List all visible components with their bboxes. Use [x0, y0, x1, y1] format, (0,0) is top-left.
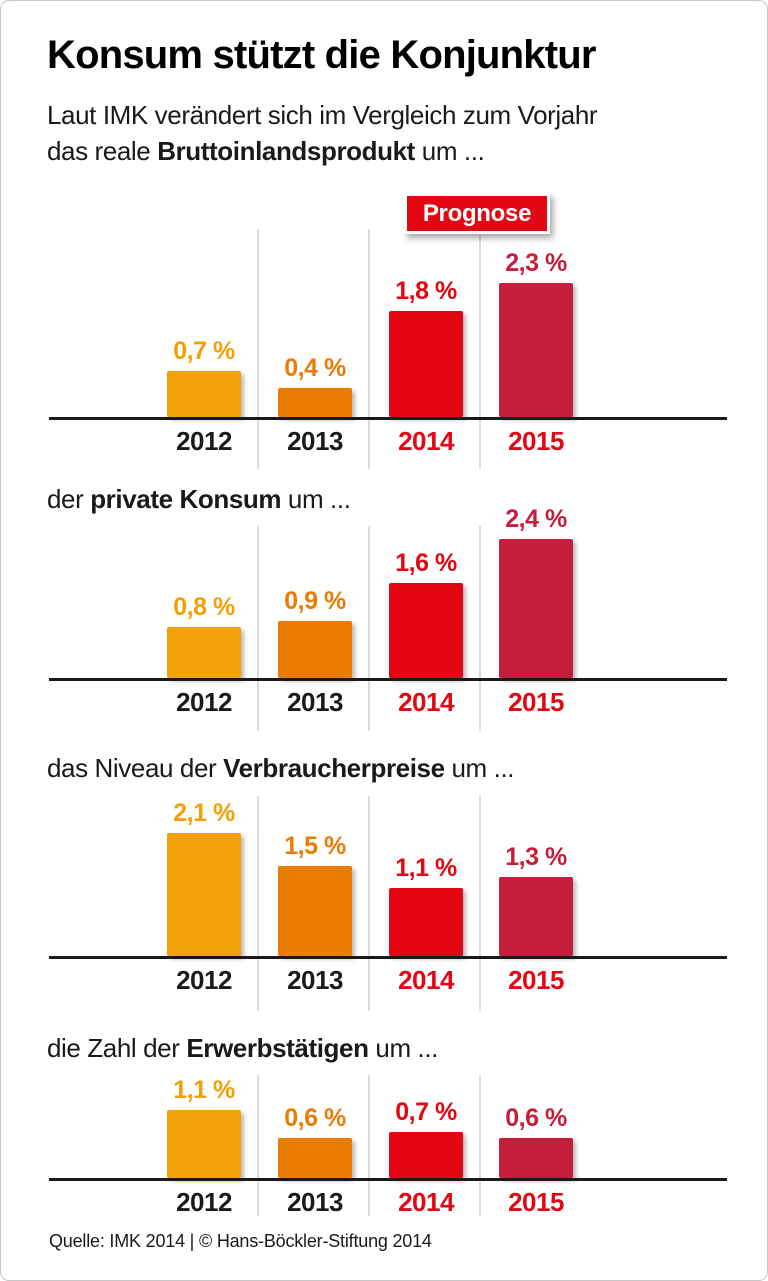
- chart-2-heading-prefix: der: [47, 484, 91, 514]
- chart-3-year-label-2012: 2012: [176, 965, 232, 995]
- chart-1-column-separator: [368, 229, 370, 469]
- chart-2-value-label-2012: 0,8 %: [173, 593, 235, 621]
- chart-4-heading-term: Erwerbstätigen: [186, 1033, 369, 1063]
- chart-2-heading-suffix: um ...: [281, 484, 351, 514]
- chart-3-value-label-2012: 2,1 %: [173, 799, 235, 827]
- chart-4-heading-prefix: die Zahl der: [47, 1033, 187, 1063]
- intro-text: Laut IMK verändert sich im Vergleich zum…: [47, 97, 598, 169]
- intro-line2: das reale Bruttoinlandsprodukt um ...: [47, 136, 485, 166]
- chart-3-year-label-2013: 2013: [287, 965, 343, 995]
- chart-2-year-label-2013: 2013: [287, 687, 343, 717]
- chart-1-bar-2014: [389, 311, 463, 417]
- chart-4-heading-suffix: um ...: [368, 1033, 438, 1063]
- chart-3-heading-prefix: das Niveau der: [47, 753, 224, 783]
- chart-3-column-separator: [257, 796, 259, 1011]
- chart-1-value-label-2015: 2,3 %: [505, 249, 567, 277]
- intro-line1: Laut IMK verändert sich im Vergleich zum…: [47, 100, 598, 130]
- chart-1-year-label-2013: 2013: [287, 426, 343, 456]
- chart-2-column-separator: [479, 526, 481, 731]
- chart-1-bar-2015: [499, 283, 573, 417]
- chart-4-year-label-2012: 2012: [176, 1187, 232, 1217]
- chart-2-bar-2015: [499, 539, 573, 678]
- chart-4-heading: die Zahl der Erwerbstätigen um ...: [47, 1033, 438, 1064]
- chart-3-heading: das Niveau der Verbraucherpreise um ...: [47, 753, 515, 784]
- chart-2-year-label-2014: 2014: [398, 687, 454, 717]
- chart-3-bar-2015: [499, 877, 573, 956]
- chart-2-value-label-2013: 0,9 %: [284, 587, 346, 615]
- intro-line2-term: Bruttoinlandsprodukt: [157, 136, 415, 166]
- chart-4-year-label-2015: 2015: [508, 1187, 564, 1217]
- chart-3-bar-2013: [278, 866, 352, 956]
- chart-1-year-label-2015: 2015: [508, 426, 564, 456]
- chart-1-column-separator: [479, 229, 481, 469]
- chart-2-value-label-2015: 2,4 %: [505, 505, 567, 533]
- chart-4-column-separator: [479, 1075, 481, 1216]
- chart-4-axis-line: [49, 1178, 727, 1181]
- chart-4-value-label-2012: 1,1 %: [173, 1076, 235, 1104]
- chart-3-heading-term: Verbraucherpreise: [223, 753, 445, 783]
- intro-line2-suffix: um ...: [414, 136, 485, 166]
- chart-1-bar-2012: [167, 371, 241, 417]
- page-title: Konsum stützt die Konjunktur: [47, 33, 596, 77]
- prognose-badge: Prognose: [404, 193, 550, 234]
- chart-4-column-separator: [368, 1075, 370, 1216]
- chart-3-heading-suffix: um ...: [444, 753, 515, 783]
- chart-1-year-label-2014: 2014: [398, 426, 454, 456]
- chart-2-column-separator: [368, 526, 370, 731]
- chart-2-heading: der private Konsum um ...: [47, 484, 351, 515]
- chart-4-value-label-2014: 0,7 %: [395, 1098, 457, 1126]
- chart-1-year-label-2012: 2012: [176, 426, 232, 456]
- intro-line2-prefix: das reale: [47, 136, 158, 166]
- chart-4-year-label-2014: 2014: [398, 1187, 454, 1217]
- chart-3-bar-2012: [167, 833, 241, 956]
- chart-2-year-label-2015: 2015: [508, 687, 564, 717]
- chart-1-value-label-2014: 1,8 %: [395, 277, 457, 305]
- chart-3-value-label-2013: 1,5 %: [284, 832, 346, 860]
- chart-1-axis-line: [49, 417, 727, 420]
- chart-4-value-label-2013: 0,6 %: [284, 1104, 346, 1132]
- chart-2-heading-term: private Konsum: [90, 484, 282, 514]
- chart-1-column-separator: [257, 229, 259, 469]
- chart-3-bar-2014: [389, 888, 463, 956]
- chart-4-bar-2013: [278, 1138, 352, 1178]
- chart-2-bar-2012: [167, 627, 241, 678]
- chart-2-bar-2013: [278, 621, 352, 678]
- chart-2-bar-2014: [389, 583, 463, 678]
- chart-2-column-separator: [257, 526, 259, 731]
- chart-4-column-separator: [257, 1075, 259, 1216]
- chart-1-bar-2013: [278, 388, 352, 417]
- chart-2-axis-line: [49, 678, 727, 681]
- chart-3-column-separator: [368, 796, 370, 1011]
- chart-3-year-label-2014: 2014: [398, 965, 454, 995]
- chart-4-value-label-2015: 0,6 %: [505, 1104, 567, 1132]
- chart-3-value-label-2014: 1,1 %: [395, 854, 457, 882]
- chart-2-year-label-2012: 2012: [176, 687, 232, 717]
- chart-1-value-label-2012: 0,7 %: [173, 337, 235, 365]
- chart-4-year-label-2013: 2013: [287, 1187, 343, 1217]
- chart-4-bar-2015: [499, 1138, 573, 1178]
- chart-3-value-label-2015: 1,3 %: [505, 843, 567, 871]
- chart-3-column-separator: [479, 796, 481, 1011]
- chart-3-year-label-2015: 2015: [508, 965, 564, 995]
- chart-4-bar-2012: [167, 1110, 241, 1178]
- chart-4-bar-2014: [389, 1132, 463, 1178]
- chart-1-value-label-2013: 0,4 %: [284, 354, 346, 382]
- source-note: Quelle: IMK 2014 | © Hans-Böckler-Stiftu…: [49, 1231, 432, 1251]
- chart-3-axis-line: [49, 956, 727, 959]
- chart-2-value-label-2014: 1,6 %: [395, 549, 457, 577]
